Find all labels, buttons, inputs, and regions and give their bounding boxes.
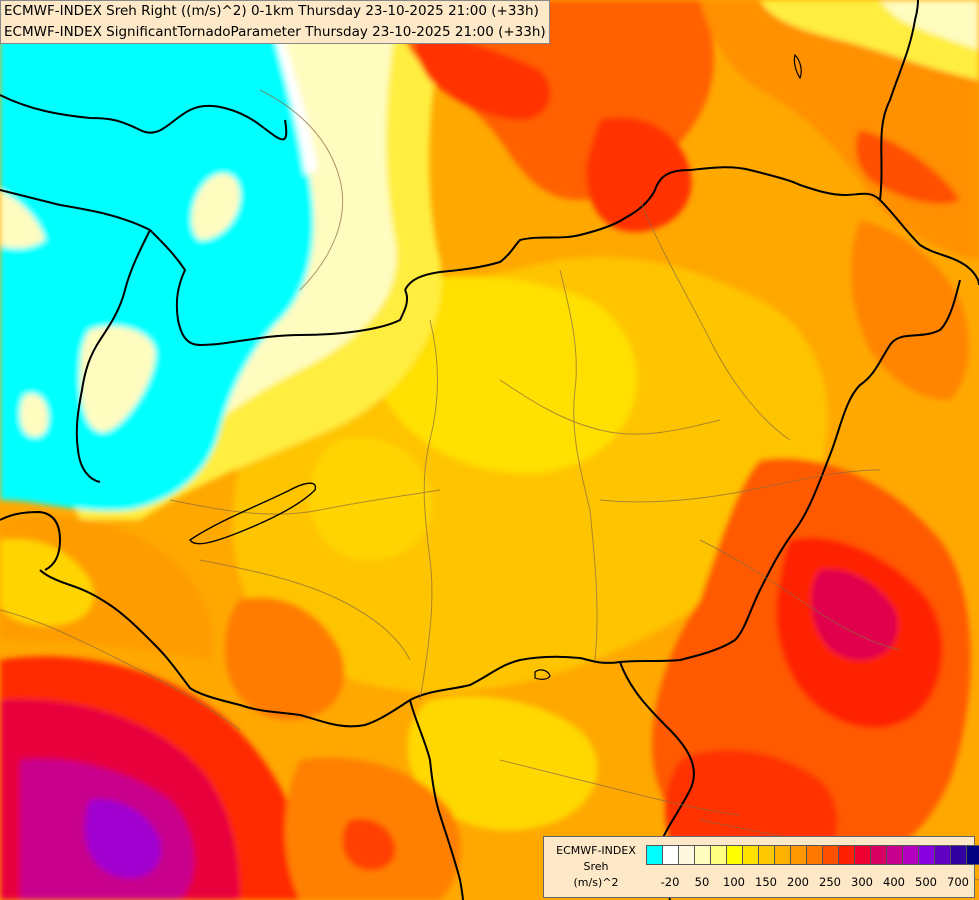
legend-swatch xyxy=(758,845,775,865)
field-cream-strip-nw xyxy=(0,190,45,249)
title-line-2: ECMWF-INDEX SignificantTornadoParameter … xyxy=(4,24,546,40)
field-deepred-north xyxy=(415,30,551,120)
legend-swatch xyxy=(710,845,727,865)
legend-swatch xyxy=(662,845,679,865)
legend-tick-label: 400 xyxy=(883,875,905,889)
legend-swatch xyxy=(694,845,711,865)
region-lines xyxy=(0,89,979,881)
field-red-s-spot xyxy=(342,818,396,871)
color-legend: ECMWF-INDEX Sreh (m/s)^2 -20 50 100 150 200 2… xyxy=(543,836,979,898)
field-yellow-central xyxy=(370,276,637,474)
field-purple-sw xyxy=(85,799,161,879)
legend-swatch xyxy=(726,845,743,865)
field-cyan-pocket3 xyxy=(20,393,48,437)
field-deeporange-swc xyxy=(225,597,345,720)
legend-tick-label: 150 xyxy=(755,875,777,889)
legend-tick-label: 500 xyxy=(915,875,937,889)
field-cream-ne xyxy=(880,0,979,50)
legend-swatch xyxy=(838,845,855,865)
legend-swatch xyxy=(854,845,871,865)
legend-swatch xyxy=(806,845,823,865)
legend-swatches xyxy=(646,845,979,865)
legend-tick-label: 250 xyxy=(819,875,841,889)
legend-tick-label: 200 xyxy=(787,875,809,889)
legend-swatch xyxy=(918,845,935,865)
legend-tick-label: 700 xyxy=(947,875,969,889)
field-yellow-w xyxy=(0,539,94,626)
legend-title: ECMWF-INDEX Sreh (m/s)^2 xyxy=(548,843,644,891)
legend-swatch xyxy=(950,845,967,865)
legend-swatch xyxy=(742,845,759,865)
legend-swatch xyxy=(790,845,807,865)
legend-labels: -20 50 100 150 200 250 300 400 500 700 xyxy=(646,875,976,891)
legend-swatch xyxy=(886,845,903,865)
field-deeporange-e xyxy=(851,220,969,400)
field-red-north2 xyxy=(586,117,692,232)
lake-small xyxy=(534,669,551,680)
legend-swatch xyxy=(646,845,663,865)
legend-tick-label: 100 xyxy=(723,875,745,889)
field-yellow-south xyxy=(407,696,598,831)
legend-swatch xyxy=(678,845,695,865)
field-cream-band xyxy=(100,0,400,470)
field-cyan-zone xyxy=(0,0,314,512)
field-cyan-pocket xyxy=(191,173,240,240)
field-cyan-pocket2 xyxy=(80,326,156,432)
field-magenta-se xyxy=(811,569,899,660)
field-cyan-white-edge xyxy=(268,10,318,175)
lake-ne xyxy=(793,53,802,80)
lake-outline xyxy=(189,482,317,545)
legend-swatch xyxy=(966,845,979,865)
legend-tick-label: -20 xyxy=(660,875,680,889)
legend-swatch xyxy=(934,845,951,865)
field-yellow-west xyxy=(310,437,432,560)
legend-swatch xyxy=(774,845,791,865)
legend-tick-label: 300 xyxy=(851,875,873,889)
legend-line-3: (m/s)^2 xyxy=(573,876,619,889)
legend-swatch xyxy=(822,845,839,865)
map-title: ECMWF-INDEX Sreh Right ((m/s)^2) 0-1km T… xyxy=(0,0,550,44)
legend-line-2: Sreh xyxy=(583,860,609,873)
title-line-1: ECMWF-INDEX Sreh Right ((m/s)^2) 0-1km T… xyxy=(4,3,539,19)
legend-tick-label: 50 xyxy=(694,875,710,889)
legend-swatch xyxy=(902,845,919,865)
legend-swatch xyxy=(870,845,887,865)
legend-line-1: ECMWF-INDEX xyxy=(556,844,636,857)
